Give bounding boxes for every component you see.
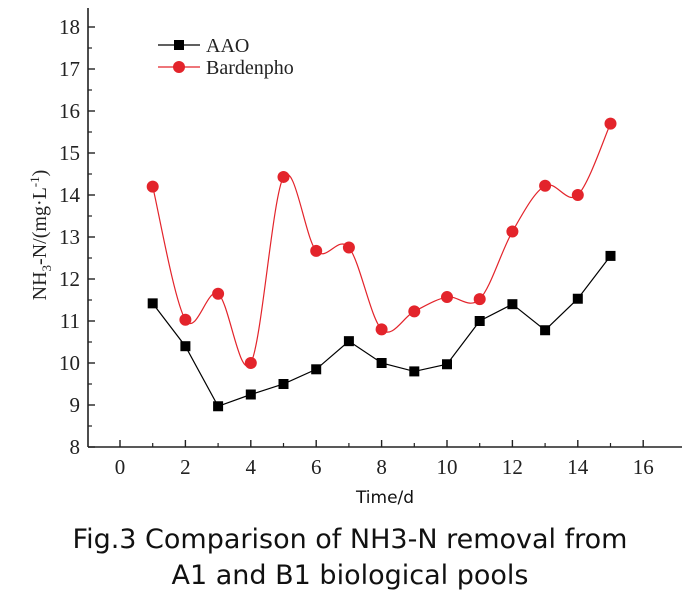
data-point <box>409 366 420 377</box>
data-point <box>474 316 485 326</box>
data-point <box>245 389 256 400</box>
y-axis-label-part: ) <box>29 170 51 177</box>
data-point <box>506 225 519 238</box>
series-aao <box>147 250 616 412</box>
data-point <box>342 241 355 254</box>
data-point <box>408 305 421 318</box>
line-chart: 8 9 10 11 12 13 14 15 16 17 18 0 2 4 6 8 10 12 14 16 AAOBar… <box>27 8 682 508</box>
y-tick-label: 18 <box>59 15 80 39</box>
x-tick-label: 2 <box>180 455 191 479</box>
data-point <box>375 323 388 336</box>
data-point <box>572 293 583 304</box>
data-point <box>310 244 323 257</box>
data-point <box>539 179 552 192</box>
data-point <box>147 298 158 309</box>
y-tick-label: 8 <box>70 435 81 459</box>
data-point <box>540 325 551 336</box>
legend-label: Bardenpho <box>206 57 294 79</box>
data-point <box>278 379 289 389</box>
caption-line-1: Fig.3 Comparison of NH3-N removal from <box>72 524 628 555</box>
data-point <box>441 291 453 304</box>
caption-line-2: A1 and B1 biological pools <box>171 560 529 591</box>
x-tick-label: 6 <box>311 455 322 479</box>
y-tick-label: 9 <box>70 393 81 417</box>
axes: 8 9 10 11 12 13 14 15 16 17 18 0 2 4 6 8 10 12 14 16 <box>59 8 682 479</box>
y-tick-label: 16 <box>59 99 80 123</box>
y-tick-label: 11 <box>60 309 80 333</box>
y-tick-label: 13 <box>59 225 80 249</box>
y-axis-label-part: 3 <box>39 265 54 272</box>
x-axis-label: Time/d <box>355 488 414 508</box>
x-tick-label: 14 <box>567 455 589 479</box>
x-tick-label: 8 <box>376 455 387 479</box>
legend-item: Bardenpho <box>158 57 294 79</box>
legend-marker <box>174 40 184 50</box>
series-bardenpho <box>146 117 617 369</box>
data-point <box>180 341 191 352</box>
x-tick-label: 0 <box>115 455 126 479</box>
data-point <box>213 401 224 412</box>
data-point <box>604 117 617 130</box>
data-point <box>311 364 322 375</box>
data-point <box>179 313 192 326</box>
data-point <box>571 189 584 201</box>
y-axis-label-part: -1 <box>27 176 42 187</box>
legend-item: AAO <box>158 35 249 57</box>
y-axis-label: NH3-N/(mg·L-1) <box>27 170 54 301</box>
x-tick-label: 12 <box>502 455 523 479</box>
x-tick-label: 10 <box>437 455 458 479</box>
data-point <box>605 250 616 261</box>
y-tick-label: 10 <box>59 351 80 375</box>
data-point <box>244 357 257 369</box>
data-point <box>146 180 159 193</box>
y-tick-label: 17 <box>59 57 80 81</box>
data-point <box>376 358 387 368</box>
data-point <box>442 359 452 370</box>
legend-marker <box>173 61 185 73</box>
y-axis-label-part: NH <box>29 271 51 300</box>
x-tick-label: 16 <box>633 455 654 479</box>
y-axis-label-part: -N/(mg·L <box>29 187 51 265</box>
y-tick-label: 14 <box>59 183 81 207</box>
data-point <box>277 170 290 183</box>
data-point <box>343 336 354 347</box>
data-point <box>507 299 518 310</box>
series-layer <box>146 117 617 412</box>
x-tick-label: 4 <box>246 455 257 479</box>
data-point <box>212 287 225 300</box>
y-tick-label: 12 <box>59 267 80 291</box>
figure-caption: Fig.3 Comparison of NH3-N removal from A… <box>0 522 700 594</box>
legend-label: AAO <box>206 35 249 57</box>
data-point <box>473 293 486 306</box>
y-tick-label: 15 <box>59 141 80 165</box>
